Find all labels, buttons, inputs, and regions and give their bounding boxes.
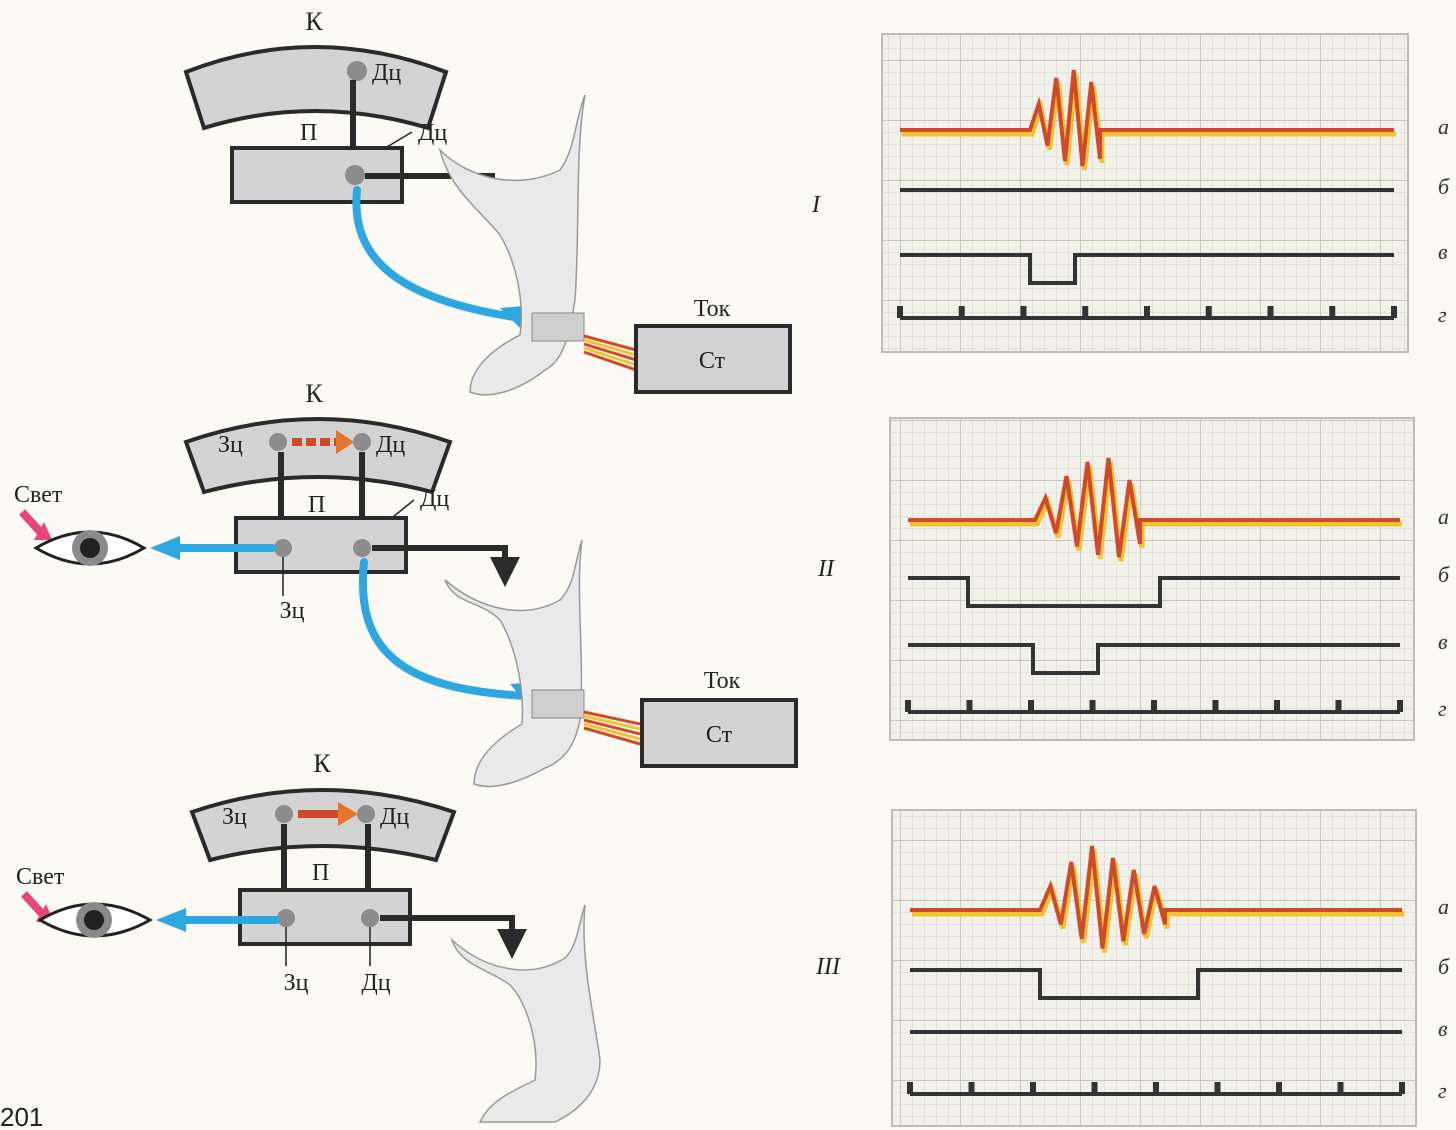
- light-label: Свет: [14, 482, 63, 508]
- stimulator-label: Ст: [706, 722, 733, 748]
- page-number: 201: [0, 1102, 43, 1130]
- time-mark: [1397, 700, 1403, 712]
- cortex-def-center-dot: [357, 805, 375, 823]
- recording-panel-3: а б в г: [892, 810, 1450, 1126]
- trace-label: а: [1438, 504, 1449, 529]
- time-mark: [1391, 306, 1397, 318]
- cortex-vis-center-label: Зц: [218, 432, 243, 458]
- cortex-label: К: [313, 749, 331, 778]
- light-label: Свет: [16, 864, 65, 890]
- time-mark: [1268, 306, 1274, 318]
- time-mark: [1090, 700, 1096, 712]
- time-mark: [1274, 700, 1280, 712]
- subcortex-def-center-label: Дц: [361, 970, 390, 996]
- subcortex-vis-center-dot: [274, 539, 292, 557]
- cortex-arc: [186, 47, 446, 128]
- subcortex-def-center-dot: [361, 909, 379, 927]
- time-mark: [1153, 1082, 1159, 1094]
- cortex-def-center-dot: [353, 433, 371, 451]
- cortex-label: К: [305, 7, 323, 36]
- current-label: Ток: [694, 296, 731, 322]
- time-mark: [905, 700, 911, 712]
- time-mark: [1329, 306, 1335, 318]
- electrode-cuff: [532, 313, 584, 341]
- time-mark: [1206, 306, 1212, 318]
- subcortex-def-center-dot: [353, 539, 371, 557]
- time-mark: [907, 1082, 913, 1094]
- trace-label: г: [1438, 696, 1447, 721]
- trace-label: в: [1438, 629, 1448, 654]
- cortex-def-center-label: Дц: [376, 432, 405, 458]
- recordings: а б в г а б в г а б в г: [882, 34, 1450, 1126]
- time-mark: [959, 306, 965, 318]
- cortex-vis-center-dot: [275, 805, 293, 823]
- panel-numeral-1: I: [811, 192, 821, 218]
- subcortex-label: П: [312, 860, 329, 886]
- time-mark: [1399, 1082, 1405, 1094]
- cortex-vis-center-label: Зц: [222, 804, 247, 830]
- subcortex-vis-center-label: Зц: [284, 970, 309, 996]
- cortex-label: К: [305, 379, 323, 408]
- diagram-panel-2: К Зц Дц П Дц Зц Свет Ток Ст: [14, 379, 796, 786]
- time-mark: [897, 306, 903, 318]
- trace-label: б: [1438, 562, 1450, 587]
- trace-label: в: [1438, 1016, 1448, 1041]
- time-mark: [1144, 306, 1150, 318]
- time-mark: [1030, 1082, 1036, 1094]
- subcortex-def-center-label: Дц: [420, 486, 449, 512]
- time-mark: [1082, 306, 1088, 318]
- time-mark: [1021, 306, 1027, 318]
- cortex-def-center-dot: [347, 61, 367, 81]
- time-mark: [1215, 1082, 1221, 1094]
- trace-label: а: [1438, 114, 1449, 139]
- time-mark: [1213, 700, 1219, 712]
- subcortex-def-center-dot: [345, 165, 365, 185]
- subcortex-def-center-label: Дц: [418, 120, 447, 146]
- trace-label: г: [1438, 1078, 1447, 1103]
- diagram-panel-3: К Зц Дц П Зц Дц Свет 201: [0, 749, 600, 1130]
- time-mark: [1151, 700, 1157, 712]
- electrode-cuff: [532, 690, 584, 718]
- trace-label: б: [1438, 174, 1450, 199]
- time-mark: [1276, 1082, 1282, 1094]
- trace-label: а: [1438, 894, 1449, 919]
- time-mark: [1338, 1082, 1344, 1094]
- dog-leg: [440, 95, 585, 395]
- diagram-panel-1: К Дц П Дц Ток Ст: [186, 7, 790, 395]
- current-label: Ток: [704, 668, 741, 694]
- time-mark: [967, 700, 973, 712]
- panel-numeral-3: III: [815, 954, 841, 980]
- stimulator-label: Ст: [699, 348, 726, 374]
- dog-leg: [452, 905, 600, 1122]
- time-mark: [1028, 700, 1034, 712]
- subcortex-vis-center-label: Зц: [280, 598, 305, 624]
- trace-label: в: [1438, 239, 1448, 264]
- subcortex-label: П: [300, 120, 317, 146]
- time-mark: [1092, 1082, 1098, 1094]
- cortex-def-center-label: Дц: [372, 60, 401, 86]
- recording-panel-1: а б в г: [882, 34, 1450, 352]
- cortex-vis-center-dot: [269, 433, 287, 451]
- subcortex-vis-center-dot: [277, 909, 295, 927]
- time-mark: [1336, 700, 1342, 712]
- recording-panel-2: а б в г: [890, 418, 1450, 740]
- cortex-def-center-label: Дц: [380, 804, 409, 830]
- subcortex-label: П: [308, 492, 325, 518]
- dog-leg: [445, 540, 582, 786]
- trace-label: б: [1438, 954, 1450, 979]
- time-mark: [969, 1082, 975, 1094]
- trace-label: г: [1438, 302, 1447, 327]
- panel-numeral-2: II: [817, 556, 835, 582]
